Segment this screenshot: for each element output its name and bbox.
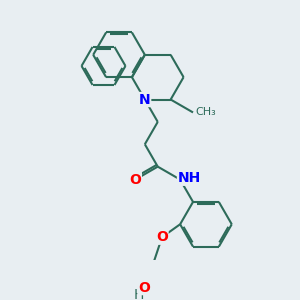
Text: O: O (138, 280, 150, 295)
Text: O: O (129, 172, 141, 187)
Text: CH₃: CH₃ (195, 107, 216, 117)
Text: NH: NH (178, 171, 201, 185)
Text: O: O (156, 230, 168, 244)
Text: N: N (139, 92, 151, 106)
Text: H: H (134, 288, 144, 300)
